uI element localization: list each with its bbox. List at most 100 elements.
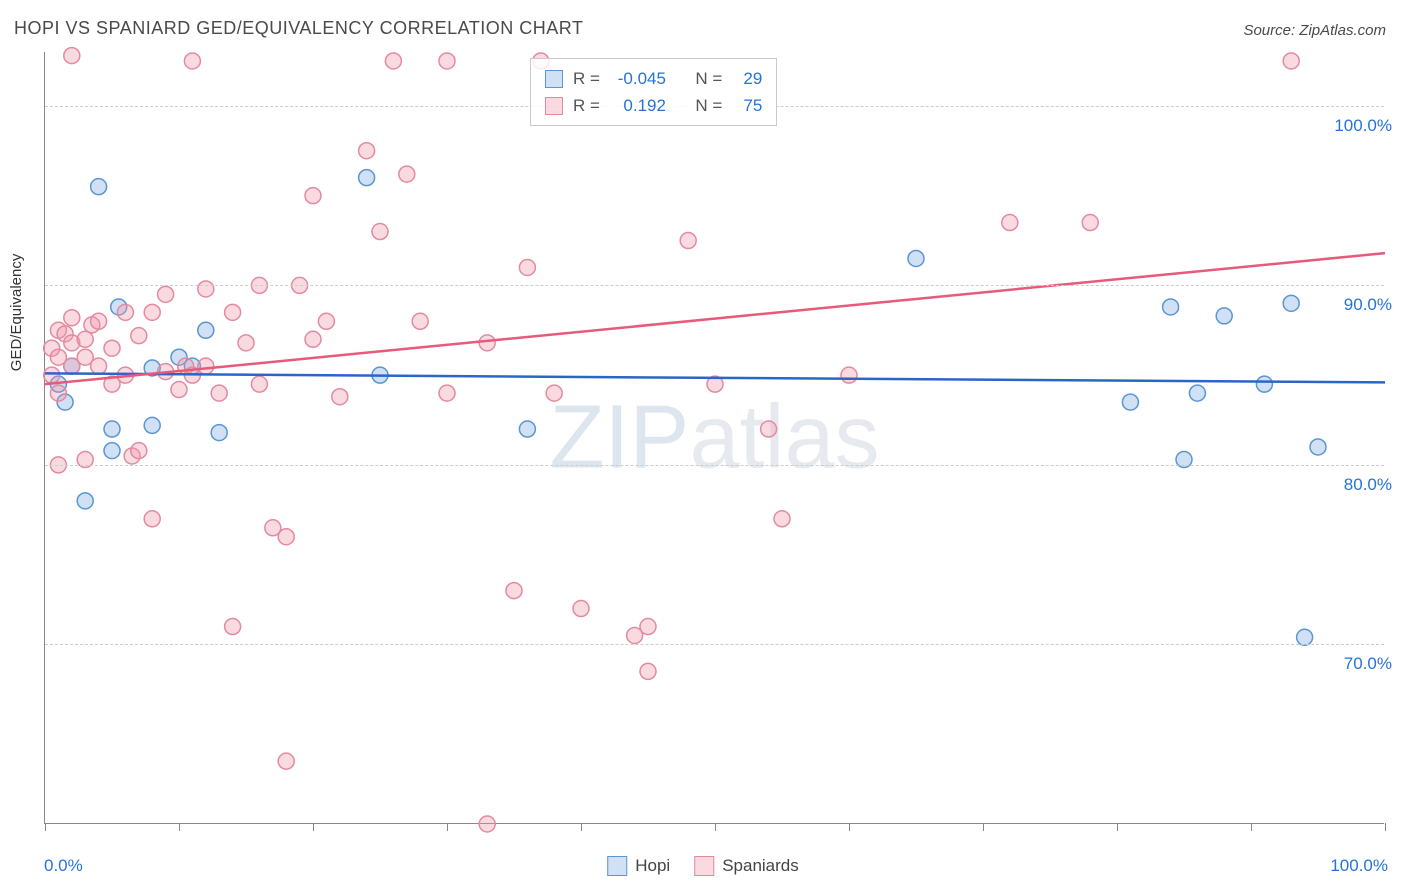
scatter-point xyxy=(519,259,535,275)
gridline-h xyxy=(45,465,1384,466)
scatter-point xyxy=(238,335,254,351)
scatter-point xyxy=(198,358,214,374)
y-tick-label: 90.0% xyxy=(1344,295,1392,315)
n-label: N = xyxy=(695,92,722,119)
scatter-point xyxy=(184,53,200,69)
scatter-point xyxy=(680,233,696,249)
scatter-point xyxy=(439,385,455,401)
scatter-point xyxy=(198,281,214,297)
scatter-point xyxy=(439,53,455,69)
scatter-point xyxy=(385,53,401,69)
scatter-point xyxy=(104,421,120,437)
bottom-legend: Hopi Spaniards xyxy=(607,856,799,876)
scatter-point xyxy=(91,179,107,195)
scatter-point xyxy=(144,511,160,527)
scatter-point xyxy=(506,583,522,599)
scatter-point xyxy=(412,313,428,329)
scatter-point xyxy=(573,601,589,617)
n-label: N = xyxy=(695,65,722,92)
x-tick xyxy=(179,823,180,831)
n-value: 75 xyxy=(732,92,762,119)
scatter-point xyxy=(519,421,535,437)
scatter-point xyxy=(171,382,187,398)
scatter-point xyxy=(225,304,241,320)
legend-swatch xyxy=(694,856,714,876)
legend-item: Spaniards xyxy=(694,856,799,876)
scatter-point xyxy=(1002,215,1018,231)
scatter-point xyxy=(372,224,388,240)
scatter-point xyxy=(305,188,321,204)
scatter-point xyxy=(908,250,924,266)
r-value: -0.045 xyxy=(610,65,666,92)
scatter-point xyxy=(251,376,267,392)
gridline-h xyxy=(45,285,1384,286)
r-label: R = xyxy=(573,65,600,92)
legend-label: Spaniards xyxy=(722,856,799,876)
scatter-point xyxy=(1163,299,1179,315)
x-tick xyxy=(983,823,984,831)
r-value: 0.192 xyxy=(610,92,666,119)
scatter-point xyxy=(91,358,107,374)
scatter-point xyxy=(198,322,214,338)
scatter-point xyxy=(144,417,160,433)
r-label: R = xyxy=(573,92,600,119)
stats-row: R = 0.192 N = 75 xyxy=(545,92,762,119)
scatter-point xyxy=(1310,439,1326,455)
plot-area: ZIPatlas xyxy=(44,52,1384,824)
x-tick xyxy=(45,823,46,831)
source-attribution: Source: ZipAtlas.com xyxy=(1243,22,1386,39)
correlation-stats-box: R = -0.045 N = 29 R = 0.192 N = 75 xyxy=(530,58,777,126)
n-value: 29 xyxy=(732,65,762,92)
scatter-point xyxy=(359,170,375,186)
scatter-point xyxy=(1256,376,1272,392)
scatter-point xyxy=(104,443,120,459)
scatter-point xyxy=(1082,215,1098,231)
scatter-point xyxy=(1283,295,1299,311)
scatter-point xyxy=(104,340,120,356)
scatter-point xyxy=(44,367,60,383)
chart-title: HOPI VS SPANIARD GED/EQUIVALENCY CORRELA… xyxy=(14,18,583,39)
y-axis-label: GED/Equivalency xyxy=(8,254,25,372)
legend-swatch xyxy=(607,856,627,876)
scatter-point xyxy=(479,816,495,832)
y-tick-label: 100.0% xyxy=(1334,116,1392,136)
x-tick xyxy=(313,823,314,831)
chart-svg xyxy=(45,52,1384,823)
scatter-point xyxy=(332,389,348,405)
scatter-point xyxy=(117,304,133,320)
x-tick xyxy=(581,823,582,831)
scatter-point xyxy=(158,286,174,302)
x-tick xyxy=(849,823,850,831)
x-tick-label-max: 100.0% xyxy=(1330,856,1388,876)
scatter-point xyxy=(211,385,227,401)
y-tick-label: 80.0% xyxy=(1344,475,1392,495)
scatter-point xyxy=(774,511,790,527)
scatter-point xyxy=(144,304,160,320)
scatter-point xyxy=(77,331,93,347)
scatter-point xyxy=(50,385,66,401)
x-tick-label-min: 0.0% xyxy=(44,856,83,876)
scatter-point xyxy=(278,529,294,545)
legend-swatch xyxy=(545,97,563,115)
scatter-point xyxy=(841,367,857,383)
scatter-point xyxy=(77,493,93,509)
scatter-point xyxy=(1297,629,1313,645)
scatter-point xyxy=(1283,53,1299,69)
scatter-point xyxy=(1122,394,1138,410)
scatter-point xyxy=(1216,308,1232,324)
legend-item: Hopi xyxy=(607,856,670,876)
scatter-point xyxy=(225,619,241,635)
x-tick xyxy=(715,823,716,831)
x-tick xyxy=(447,823,448,831)
x-tick xyxy=(1251,823,1252,831)
scatter-point xyxy=(64,48,80,64)
scatter-point xyxy=(640,663,656,679)
trend-line xyxy=(45,253,1385,384)
y-tick-label: 70.0% xyxy=(1344,654,1392,674)
scatter-point xyxy=(479,335,495,351)
scatter-point xyxy=(318,313,334,329)
x-tick xyxy=(1385,823,1386,831)
scatter-point xyxy=(640,619,656,635)
scatter-point xyxy=(91,313,107,329)
stats-row: R = -0.045 N = 29 xyxy=(545,65,762,92)
